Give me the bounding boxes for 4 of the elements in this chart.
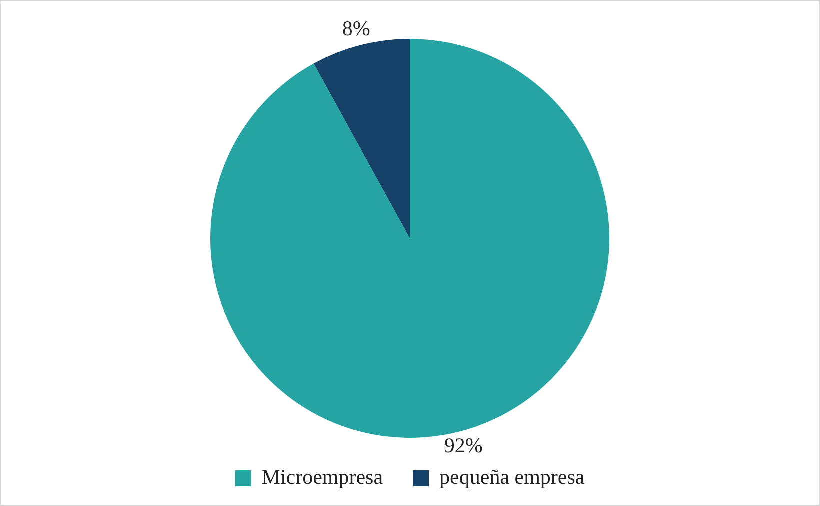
legend-label: pequeña empresa: [440, 465, 586, 490]
legend-label: Microempresa: [262, 465, 384, 490]
data-label: 92%: [444, 434, 483, 458]
data-label: 8%: [342, 16, 370, 40]
